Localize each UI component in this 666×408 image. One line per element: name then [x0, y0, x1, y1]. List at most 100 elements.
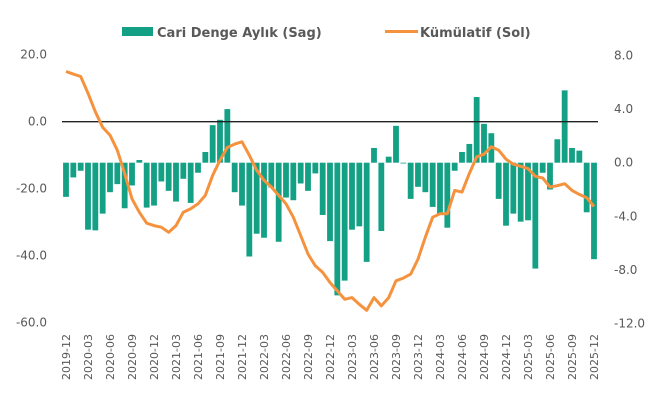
legend-swatch-bars	[122, 27, 153, 36]
bar	[224, 109, 231, 163]
bar	[217, 119, 223, 163]
x-tick-label: 2020-09	[126, 334, 139, 380]
bar	[363, 162, 370, 262]
x-tick-label: 2025-09	[566, 334, 579, 380]
bar	[297, 162, 304, 184]
bar	[591, 162, 597, 260]
bar	[209, 125, 216, 163]
bar	[136, 160, 143, 163]
bar	[158, 162, 165, 182]
bar	[451, 162, 458, 171]
bar	[319, 162, 326, 215]
bar	[107, 162, 113, 193]
x-tick-label: 2022-06	[280, 334, 293, 380]
left-tick-label: 0.0	[28, 115, 47, 129]
bar	[385, 156, 392, 163]
bar	[246, 162, 253, 257]
bar	[569, 147, 575, 163]
x-tick-label: 2023-12	[412, 334, 425, 380]
x-axis: 2019-12 2020-03 2020-06 2020-09 2020-12 2021-…	[60, 334, 601, 380]
bar	[583, 162, 590, 213]
bar	[422, 162, 429, 193]
right-tick-label: -8.0	[614, 263, 637, 277]
bar	[165, 162, 172, 191]
bar	[429, 162, 436, 207]
bar	[253, 162, 260, 234]
bar-series	[63, 90, 597, 296]
right-axis: 8.0 4.0 0.0 -4.0 -8.0 -12.0	[614, 49, 645, 331]
bar	[341, 162, 348, 281]
bar	[407, 162, 414, 199]
bar	[312, 162, 319, 174]
bar	[173, 162, 179, 202]
left-tick-label: -40.0	[16, 249, 47, 263]
bar	[77, 162, 84, 171]
x-tick-label: 2021-06	[192, 334, 205, 380]
x-tick-label: 2025-03	[522, 334, 535, 380]
bar	[275, 162, 282, 242]
x-tick-label: 2024-12	[500, 334, 513, 380]
bar	[349, 162, 355, 230]
legend-label-bars: Cari Denge Aylık (Sag)	[157, 26, 322, 41]
bar	[85, 162, 91, 230]
bar	[334, 162, 341, 296]
bar	[400, 162, 407, 164]
bar	[63, 162, 69, 197]
bar	[481, 123, 487, 163]
bar	[561, 90, 568, 163]
x-tick-label: 2023-06	[368, 334, 381, 380]
bar	[239, 162, 245, 206]
x-tick-label: 2023-09	[390, 334, 403, 380]
right-tick-label: 0.0	[614, 156, 633, 170]
bar	[393, 125, 399, 163]
right-tick-label: -12.0	[614, 317, 645, 331]
x-tick-label: 2023-03	[346, 334, 359, 380]
x-tick-label: 2021-12	[236, 334, 249, 380]
bar	[143, 162, 150, 208]
bar	[437, 162, 443, 214]
x-tick-label: 2020-12	[148, 334, 161, 380]
right-tick-label: 4.0	[614, 102, 633, 116]
bar	[283, 162, 289, 198]
bar	[547, 162, 553, 190]
bar	[576, 150, 583, 163]
bar	[231, 162, 238, 193]
bar	[459, 151, 465, 163]
bar	[554, 139, 561, 163]
bar	[151, 162, 157, 206]
bar	[261, 162, 267, 238]
x-tick-label: 2021-03	[170, 334, 183, 380]
x-tick-label: 2024-03	[434, 334, 447, 380]
bar	[92, 162, 99, 231]
right-tick-label: -4.0	[614, 209, 637, 223]
bar	[180, 162, 187, 179]
bar	[121, 162, 128, 209]
bar	[517, 162, 524, 222]
bar	[114, 162, 121, 185]
x-tick-label: 2024-06	[456, 334, 469, 380]
x-tick-label: 2022-12	[324, 334, 337, 380]
bar	[129, 162, 135, 186]
bar	[70, 162, 77, 178]
x-tick-label: 2021-09	[214, 334, 227, 380]
bar	[356, 162, 363, 227]
x-tick-label: 2020-03	[82, 334, 95, 380]
bar	[415, 162, 421, 187]
bar	[525, 162, 531, 221]
right-tick-label: 8.0	[614, 49, 633, 63]
left-tick-label: -60.0	[16, 316, 47, 330]
bar	[195, 162, 201, 173]
bar	[444, 162, 451, 228]
bar	[187, 162, 194, 203]
left-axis: 20.0 0.0 -20.0 -40.0 -60.0	[16, 48, 47, 330]
left-tick-label: -20.0	[16, 182, 47, 196]
bar	[99, 162, 106, 214]
x-tick-label: 2025-12	[588, 334, 601, 380]
bar	[202, 151, 209, 163]
legend-label-line: Kümülatif (Sol)	[420, 26, 531, 41]
x-tick-label: 2022-03	[258, 334, 271, 380]
bar	[290, 162, 297, 201]
cumulative-line	[65, 70, 596, 312]
